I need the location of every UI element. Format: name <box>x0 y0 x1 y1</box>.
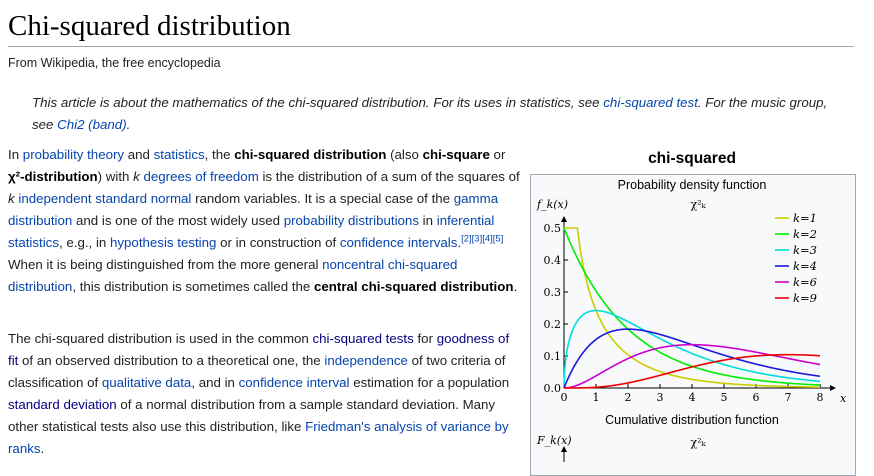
link-noncentral-chi-squared[interactable]: noncentral chi-squared distribution <box>8 257 458 294</box>
x-tick-label: 5 <box>721 391 728 404</box>
cdf-caption: Cumulative distribution function <box>605 413 779 427</box>
x-tick-label: 8 <box>817 391 824 404</box>
legend-label: k=1 <box>793 211 817 225</box>
cdf-ylabel: F_k(x) <box>536 434 572 447</box>
x-tick-label: 0 <box>561 391 568 404</box>
pdf-plot[interactable]: f_k(x) χ²ₖ x 0 1 2 3 4 5 6 7 8 0.0 0.1 0.2 0.3 0.4 0.5 k=1… <box>535 194 853 416</box>
hatnote: This article is about the mathematics of… <box>32 92 832 136</box>
link-independent[interactable]: independent <box>18 191 92 206</box>
link-hypothesis-testing[interactable]: hypothesis testing <box>109 235 217 250</box>
series-line-k-1 <box>564 227 821 388</box>
link-probability-theory[interactable]: probability theory <box>22 147 125 162</box>
y-tick-label: 0.2 <box>544 318 562 331</box>
bold-term: chi-square <box>422 147 490 162</box>
legend-label: k=2 <box>793 227 817 241</box>
link-confidence-intervals[interactable]: confidence intervals <box>339 235 458 250</box>
usage-paragraph: The chi-squared distribution is used in … <box>8 331 510 456</box>
tagline: From Wikipedia, the free encyclopedia <box>8 56 221 70</box>
link-statistics[interactable]: statistics <box>153 147 205 162</box>
bold-term: central chi-squared distribution <box>313 279 514 294</box>
link-friedman-anova[interactable]: Friedman's analysis of variance by ranks <box>8 419 509 456</box>
cdf-plot-top: F_k(x) χ²ₖ <box>536 434 707 462</box>
link-chi-squared-test[interactable]: chi-squared test <box>603 95 698 110</box>
legend-label: k=6 <box>793 275 817 289</box>
link-gamma-distribution[interactable]: gamma distribution <box>8 191 499 228</box>
series-line-k-3 <box>563 309 821 389</box>
legend-label: k=3 <box>793 243 817 257</box>
pdf-x-arrow <box>830 385 836 391</box>
x-tick-label: 6 <box>753 391 760 404</box>
pdf-chi-label: χ²ₖ <box>690 198 706 211</box>
x-tick-label: 1 <box>593 391 600 404</box>
pdf-xlabel: x <box>840 392 847 405</box>
link-confidence-interval[interactable]: confidence interval <box>238 375 350 390</box>
link-qualitative-data[interactable]: qualitative data <box>101 375 192 390</box>
y-tick-label: 0.5 <box>544 222 562 235</box>
x-tick-label: 2 <box>625 391 632 404</box>
hatnote-text: . <box>126 117 131 132</box>
y-tick-label: 0.1 <box>544 350 562 363</box>
series-line-k-6 <box>563 343 821 389</box>
link-standard-deviation[interactable]: standard deviation <box>8 397 117 412</box>
x-tick-label: 3 <box>657 391 664 404</box>
infobox-title: chi-squared <box>648 150 736 167</box>
cdf-chi-label: χ²ₖ <box>690 436 706 449</box>
pdf-caption: Probability density function <box>617 178 767 192</box>
link-probability-distributions[interactable]: probability distributions <box>283 213 419 228</box>
link-degrees-of-freedom[interactable]: degrees of freedom <box>143 169 259 184</box>
link-chi-squared-tests[interactable]: chi-squared tests <box>312 331 414 346</box>
infobox: chi-squared Probability density function… <box>527 150 857 476</box>
y-tick-label: 0.4 <box>544 254 562 267</box>
link-chi2-band[interactable]: Chi2 (band) <box>57 117 127 132</box>
hatnote-text: This article is about the mathematics of… <box>32 95 604 110</box>
infobox-frame <box>530 174 856 476</box>
intro-paragraph: In probability theory and statistics, th… <box>8 147 520 294</box>
title-divider <box>8 46 854 47</box>
cdf-y-arrow <box>561 446 567 452</box>
link-inferential-statistics[interactable]: inferential statistics <box>8 213 495 250</box>
bold-term: χ²-distribution <box>8 169 98 184</box>
legend-label: k=4 <box>793 259 817 273</box>
series-line-k-9 <box>564 353 821 389</box>
y-tick-label: 0.0 <box>544 382 562 395</box>
link-goodness-of-fit[interactable]: goodness of fit <box>8 331 510 368</box>
page-title: Chi-squared distribution <box>8 10 291 42</box>
x-tick-label: 7 <box>785 391 792 404</box>
x-tick-label: 4 <box>689 391 696 404</box>
link-standard-normal[interactable]: standard normal <box>95 191 192 206</box>
y-tick-label: 0.3 <box>544 286 562 299</box>
hatnote-text: . For the music group, see <box>32 95 828 132</box>
legend-label: k=9 <box>793 291 817 305</box>
reference-links[interactable]: [2][3][4][5] <box>461 233 504 245</box>
pdf-ylabel: f_k(x) <box>536 198 568 211</box>
bold-term: chi-squared distribution <box>234 147 387 162</box>
link-independence[interactable]: independence <box>324 353 408 368</box>
pdf-y-arrow <box>561 216 567 222</box>
series-line-k-2 <box>563 227 821 386</box>
